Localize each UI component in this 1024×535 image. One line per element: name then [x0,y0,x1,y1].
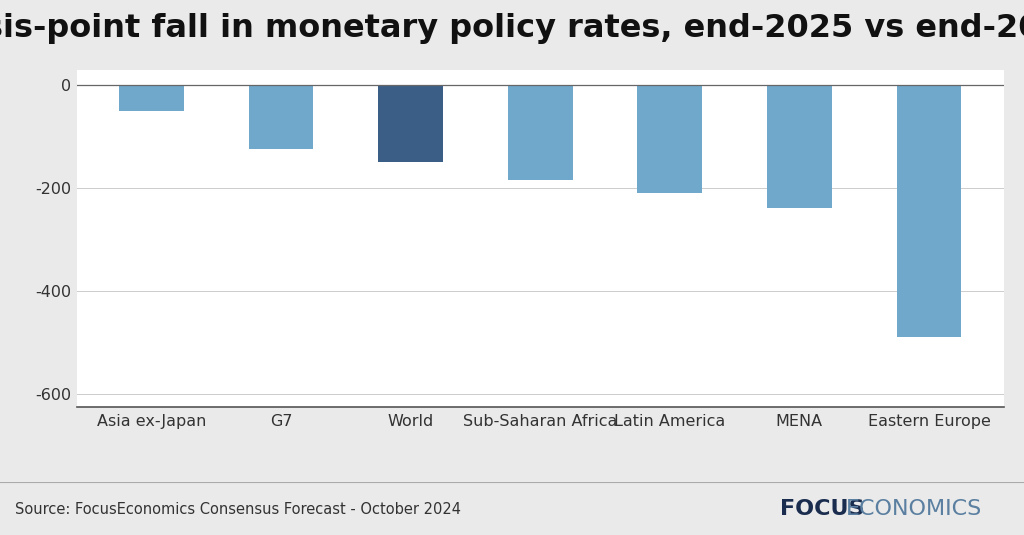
Bar [249,85,313,149]
Bar [767,85,831,209]
Bar [637,85,702,193]
Text: ECONOMICS: ECONOMICS [846,499,982,519]
Text: Source: FocusEconomics Consensus Forecast - October 2024: Source: FocusEconomics Consensus Forecas… [15,502,462,517]
Bar [378,85,443,162]
Text: Basis-point fall in monetary policy rates, end-2025 vs end-2024: Basis-point fall in monetary policy rate… [0,13,1024,44]
Bar [508,85,572,180]
Bar [897,85,962,337]
Text: FOCUS: FOCUS [780,499,865,519]
Bar [119,85,183,111]
